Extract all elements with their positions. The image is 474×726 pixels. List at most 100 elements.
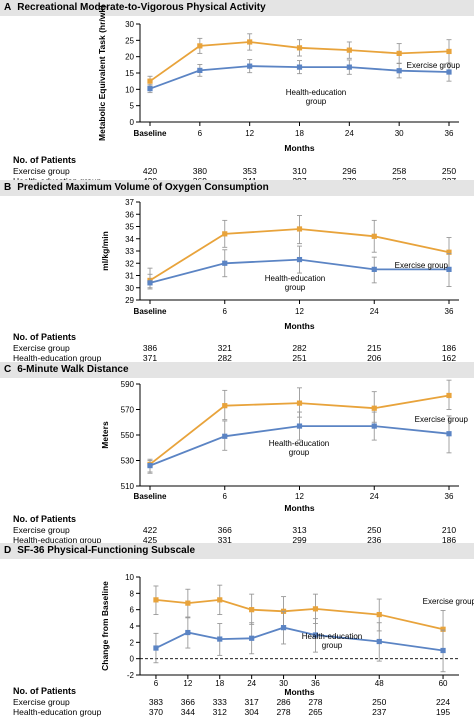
exercise-data-point [296,400,303,406]
y-tick-label: 510 [121,482,135,491]
y-axis-title: Metabolic Equivalent Task (hr/wk) [97,5,107,141]
patient-count: 250 [367,525,382,535]
y-tick-label: 5 [130,102,135,111]
exercise-series-label: Exercise group [395,261,449,270]
patient-count: 237 [372,707,387,717]
panel-b-patient-counts: No. of Patients Exercise group 386 321 282 21… [0,332,474,372]
health-education-data-point [147,463,153,469]
y-tick-label: 4 [130,622,135,631]
exercise-data-point [440,626,446,632]
patient-count: 370 [148,707,164,717]
patient-counts-row-label: Health-education group [13,535,102,545]
series-label-line: Health-education [286,88,346,97]
exercise-data-point [222,231,228,237]
y-tick-label: -2 [127,671,135,680]
patient-count: 215 [367,343,382,353]
exercise-series-label: Exercise group [415,415,469,424]
series-label-line: group [306,97,327,106]
x-tick-label: 18 [295,129,304,138]
exercise-data-point [147,78,153,84]
patient-count: 383 [148,697,164,707]
health-education-data-point [185,629,191,636]
patient-count: 312 [212,707,227,717]
health-education-series-label: Health-education group [265,274,325,292]
patient-count: 206 [367,353,382,363]
health-education-data-point [446,69,452,75]
x-tick-label: 36 [445,129,454,138]
series-label-line: group [289,448,310,457]
exercise-data-point [185,600,191,606]
health-education-data-point [153,645,159,651]
exercise-series-label: Exercise group [423,597,474,606]
patient-count: 331 [217,535,232,545]
y-tick-label: 2 [130,638,135,647]
patient-count: 278 [276,707,291,717]
exercise-data-point [247,39,253,45]
exercise-data-point [396,50,402,56]
health-education-data-point [247,63,253,69]
patient-count: 380 [192,166,207,176]
x-tick-label: 60 [439,679,448,688]
series-label-line: Health-education [265,274,325,283]
exercise-data-point [217,597,223,603]
x-axis-title: Months [284,321,314,331]
exercise-data-point [296,45,303,51]
exercise-data-point [312,606,319,612]
x-tick-label: 24 [370,307,379,316]
exercise-data-point [197,43,203,49]
patient-count: 265 [308,707,323,717]
exercise-data-point [446,249,452,255]
x-tick-label: 24 [247,679,256,688]
patient-counts-row-label: Exercise group [13,697,70,707]
x-tick-label: Baseline [134,307,167,316]
panel-b-title: Predicted Maximum Volume of Oxygen Consu… [17,182,269,193]
patient-count: 344 [180,707,195,717]
panel-d-patient-counts: No. of Patients Exercise group 383 366 333 31… [0,686,474,726]
patient-count: 251 [292,353,307,363]
x-axis-title: Months [284,503,314,513]
patient-count: 299 [292,535,307,545]
health-education-data-point [396,68,402,74]
x-tick-label: 6 [223,307,228,316]
patient-count: 371 [142,353,158,363]
patient-count: 310 [292,166,307,176]
panel-a-title: Recreational Moderate-to-Vigorous Physic… [17,2,266,13]
health-education-data-point [147,86,153,92]
patient-count: 278 [308,697,323,707]
x-tick-label: 36 [311,679,320,688]
x-tick-label: 24 [370,492,379,501]
patient-counts-header: No. of Patients [13,155,77,165]
health-education-data-point [147,280,153,286]
patient-count: 425 [142,535,158,545]
health-education-data-point [217,636,223,642]
panel-b-chart: 29 30 31 32 33 34 35 36 37 ml/kg/min Baseline 6 12 24… [100,198,459,331]
y-tick-label: 32 [125,259,134,268]
y-tick-label: 530 [121,457,135,466]
health-education-series-label: Health-education group [269,439,329,457]
y-tick-label: 31 [125,272,134,281]
patient-count: 286 [276,697,291,707]
series-label-line: group [322,641,343,650]
patient-count: 420 [142,166,158,176]
exercise-series-line [155,598,444,631]
exercise-data-point [371,233,377,239]
x-tick-label: 30 [395,129,404,138]
panel-c-chart: 510 530 550 570 590 Meters Baseline 6 12 24 36 Mont… [100,379,469,513]
health-education-data-point [312,632,319,638]
y-tick-label: 34 [125,235,134,244]
y-tick-label: 15 [125,69,134,78]
patient-count: 250 [441,166,457,176]
y-axis-title: Meters [100,421,110,449]
patient-counts-row-label: Exercise group [13,343,70,353]
y-axis-title: Change from Baseline [100,581,110,671]
panel-c-letter: C [4,364,12,375]
exercise-data-point [249,607,255,613]
patient-counts-header: No. of Patients [13,332,77,342]
exercise-series-label: Exercise group [407,61,461,70]
panel-a-header: A Recreational Moderate-to-Vigorous Physi… [0,0,474,16]
patient-counts-row-label: Exercise group [13,525,70,535]
patient-count: 296 [342,166,357,176]
patient-count: 386 [142,343,158,353]
series-label-line: group [285,283,306,292]
x-tick-label: 12 [295,307,304,316]
